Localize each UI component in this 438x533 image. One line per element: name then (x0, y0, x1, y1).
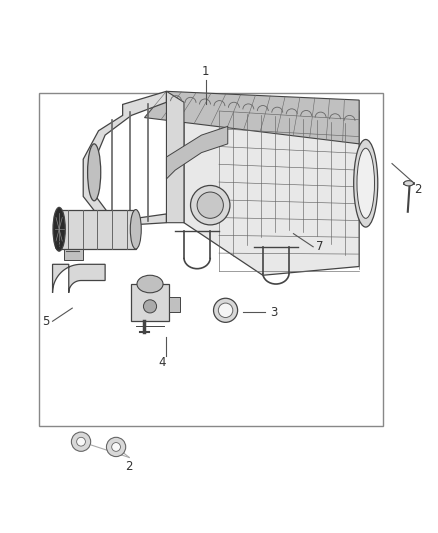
Circle shape (112, 442, 120, 451)
Polygon shape (53, 264, 105, 293)
Text: 2: 2 (125, 459, 133, 473)
Polygon shape (145, 91, 359, 144)
Ellipse shape (88, 144, 101, 201)
Circle shape (143, 300, 156, 313)
Text: 4: 4 (158, 357, 166, 369)
Bar (131, 284, 169, 321)
Polygon shape (166, 126, 228, 179)
Text: 5: 5 (42, 315, 49, 328)
Text: 3: 3 (270, 306, 277, 319)
Polygon shape (184, 102, 359, 275)
Ellipse shape (137, 275, 163, 293)
Ellipse shape (213, 298, 237, 322)
Circle shape (71, 432, 91, 451)
Bar (39, 93, 383, 426)
Text: 7: 7 (316, 240, 324, 253)
Bar (169, 297, 180, 312)
Bar (59, 209, 136, 249)
Ellipse shape (131, 209, 141, 249)
Ellipse shape (218, 303, 233, 318)
Polygon shape (83, 91, 166, 225)
Ellipse shape (53, 207, 65, 251)
Bar (64, 249, 83, 260)
Ellipse shape (353, 140, 378, 227)
Text: 6: 6 (53, 240, 61, 253)
Ellipse shape (404, 181, 413, 186)
Ellipse shape (357, 148, 374, 219)
Circle shape (191, 185, 230, 225)
Circle shape (77, 437, 85, 446)
Circle shape (106, 437, 126, 457)
Text: 1: 1 (202, 65, 210, 78)
Text: 2: 2 (414, 183, 422, 196)
Circle shape (197, 192, 223, 219)
Polygon shape (166, 91, 184, 223)
